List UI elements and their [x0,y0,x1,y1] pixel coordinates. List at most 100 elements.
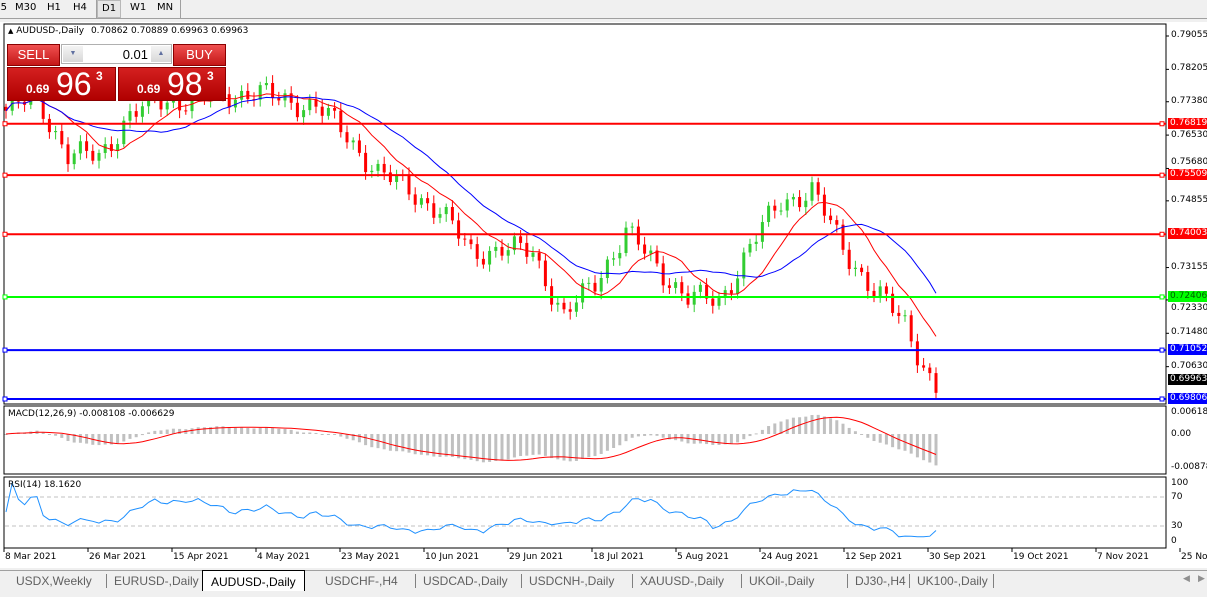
macd-histogram-bar [599,434,603,454]
buy-price[interactable]: 0.69 98 3 [118,67,226,101]
chart-tab[interactable]: UK100-,Daily [917,574,988,588]
date-label: 29 Jun 2021 [509,552,564,562]
hline-price-tag[interactable]: 0.71052 [1168,344,1207,356]
date-label: 4 May 2021 [257,552,310,562]
candle-body [364,152,368,173]
candle-body [500,246,504,256]
line-anchor-handle [1159,396,1165,402]
sell-button[interactable]: SELL [7,44,60,66]
candle-body [506,250,510,256]
price-axis-label: 0.71480 [1171,327,1207,338]
hline-price-tag[interactable]: 0.69806 [1168,392,1207,404]
candle-body [928,367,932,374]
line-anchor-handle [2,294,8,300]
chart-tab[interactable]: AUDUSD-,Daily [202,570,305,591]
macd-histogram-bar [444,434,448,457]
macd-axis-zero: 0.00 [1171,429,1192,439]
macd-histogram-bar [785,419,789,434]
macd-histogram-bar [705,434,709,445]
candle-body [550,286,554,305]
date-label: 12 Sep 2021 [845,552,903,562]
chart-tab[interactable]: XAUUSD-,Daily [640,574,725,588]
macd-histogram-bar [401,434,405,452]
candle-body [599,278,603,292]
candle-body [252,99,256,101]
chart-tab[interactable]: USDCAD-,Daily [423,574,508,588]
lot-size-value[interactable]: 0.01 [122,47,148,62]
date-label: 18 Jul 2021 [593,552,644,562]
timeframe-m5[interactable]: M5 [0,2,7,13]
macd-histogram-bar [283,428,287,434]
candle-body [574,302,578,312]
candle-body [4,106,8,111]
chart-canvas[interactable] [0,0,1207,570]
macd-histogram-bar [748,434,752,437]
macd-histogram-bar [605,434,609,451]
macd-label: MACD(12,26,9) -0.008108 -0.006629 [8,409,175,419]
hline-price-tag[interactable]: 0.76819 [1168,117,1207,129]
macd-histogram-bar [742,434,746,440]
macd-histogram-bar [134,434,138,438]
candle-body [841,224,845,250]
candle-body [481,258,485,265]
candle-body [54,131,58,133]
candle-body [116,144,120,151]
macd-frame [3,405,1167,475]
timeframe-h1[interactable]: H1 [47,2,61,13]
candle-body [605,259,609,279]
candle-body [804,200,808,208]
decrease-lot-button[interactable]: ▼ [63,46,83,62]
macd-histogram-bar [202,427,206,434]
scroll-right-icon[interactable]: ▶ [1198,574,1205,584]
macd-histogram-bar [382,434,386,450]
macd-histogram-bar [47,434,51,435]
candle-body [860,267,864,273]
candle-body [897,312,901,316]
sell-price[interactable]: 0.69 96 3 [7,67,116,101]
timeframe-w1[interactable]: W1 [130,2,147,13]
macd-histogram-bar [891,434,895,448]
scroll-left-icon[interactable]: ◀ [1183,574,1190,584]
macd-histogram-bar [860,434,864,435]
candle-body [109,144,113,151]
chart-tab[interactable]: USDCHF-,H4 [325,574,398,588]
buy-button[interactable]: BUY [173,44,226,66]
timeframe-h4[interactable]: H4 [73,2,87,13]
chart-tab[interactable]: USDX,Weekly [16,574,92,588]
macd-histogram-bar [171,428,175,434]
date-label: 10 Jun 2021 [425,552,480,562]
chart-tab[interactable]: USDCNH-,Daily [529,574,615,588]
macd-histogram-bar [767,426,771,434]
candle-body [376,163,380,171]
chart-tab[interactable]: UKOil-,Daily [749,574,815,588]
lot-size-field[interactable]: ▼ 0.01 ▲ [61,44,172,64]
candle-body [264,82,268,86]
macd-histogram-bar [351,434,355,441]
candle-body [419,198,423,205]
candle-body [494,246,498,251]
rsi-axis-30: 30 [1171,521,1183,531]
candle-body [649,250,653,254]
macd-histogram-bar [798,417,802,434]
macd-histogram-bar [531,434,535,455]
collapse-triangle-icon[interactable]: ▲ [8,27,14,35]
macd-histogram-bar [357,434,361,443]
hline-price-tag[interactable]: 0.75509 [1168,169,1207,181]
chart-tab[interactable]: DJ30-,H4 [855,574,906,588]
increase-lot-button[interactable]: ▲ [151,46,171,62]
hline-price-tag[interactable]: 0.74003 [1168,228,1207,240]
chart-tab[interactable]: EURUSD-,Daily [114,574,199,588]
timeframe-mn[interactable]: MN [157,2,174,13]
macd-histogram-bar [264,427,268,434]
rsi-label: RSI(14) 18.1620 [8,480,82,490]
macd-histogram-bar [116,434,120,444]
candle-body [326,107,330,116]
hline-price-tag[interactable]: 0.72406 [1168,290,1207,302]
candle-body [835,220,839,225]
candle-body [618,252,622,259]
timeframe-m30[interactable]: M30 [15,2,37,13]
timeframe-d1[interactable]: D1 [97,0,122,18]
macd-histogram-bar [791,417,795,434]
candle-body [159,99,163,110]
macd-histogram-bar [909,434,913,454]
